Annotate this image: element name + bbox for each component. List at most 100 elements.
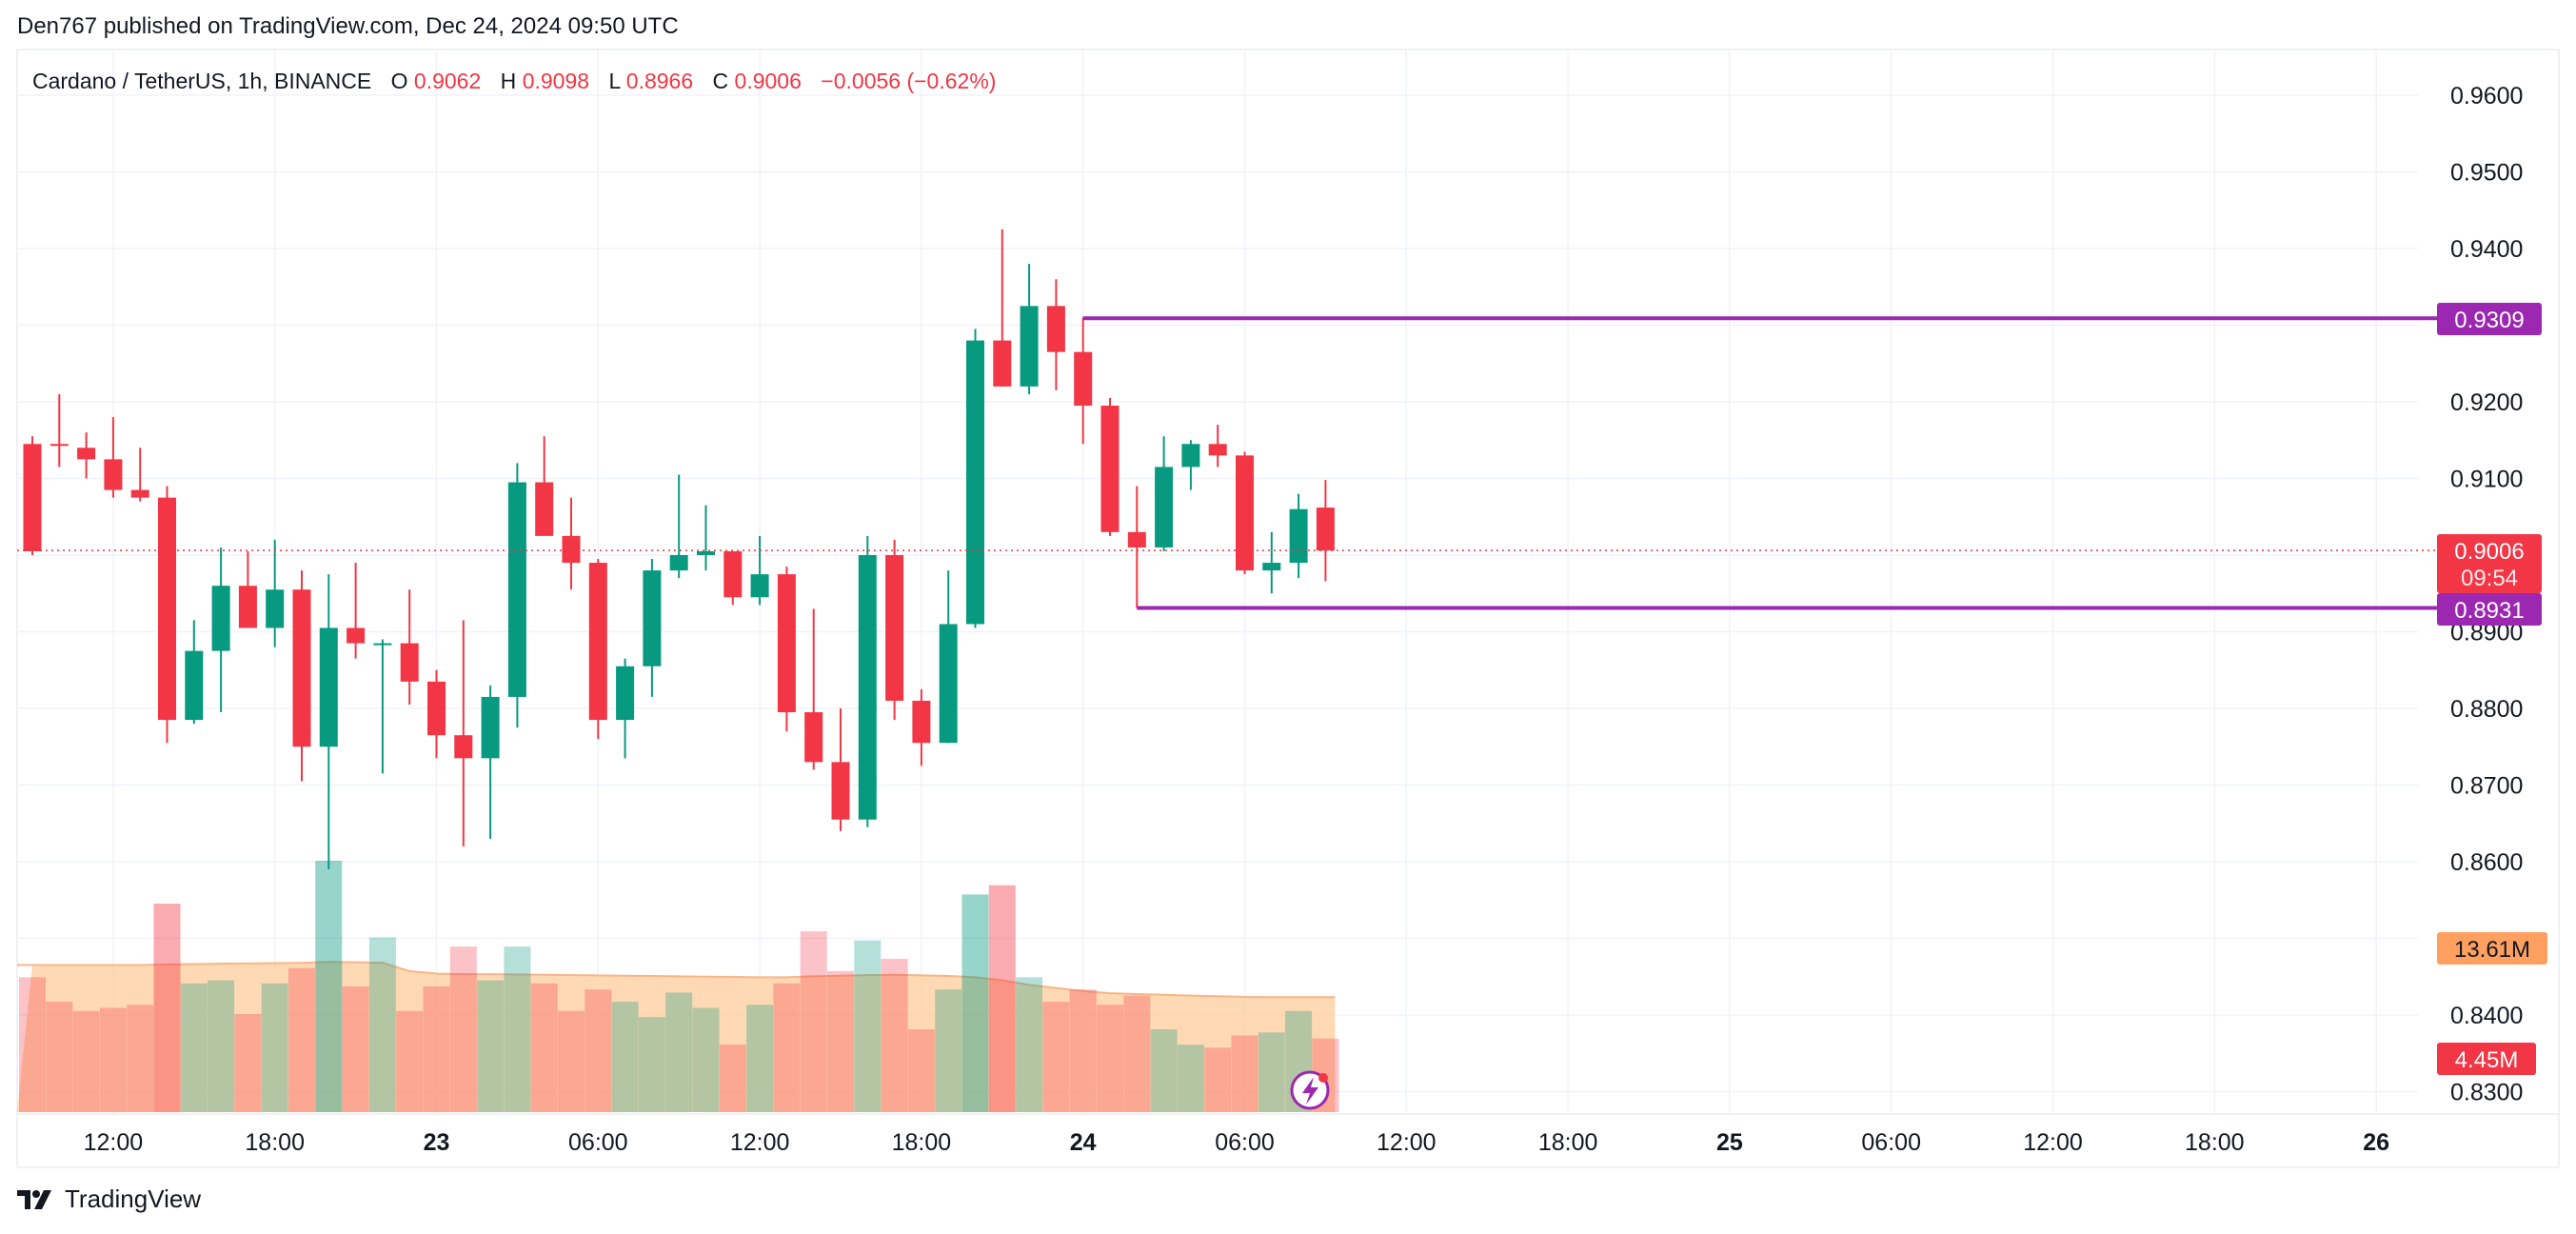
candle[interactable] bbox=[885, 539, 904, 721]
y-tick-label: 0.9400 bbox=[2450, 236, 2523, 263]
candle[interactable] bbox=[804, 608, 823, 770]
x-tick-label: 18:00 bbox=[1538, 1129, 1598, 1156]
candle[interactable] bbox=[266, 539, 285, 647]
candle-body bbox=[1020, 306, 1039, 387]
volume-bar bbox=[396, 1010, 424, 1112]
candle[interactable] bbox=[238, 550, 257, 628]
volume-bar bbox=[1069, 989, 1097, 1112]
candle-body bbox=[939, 624, 958, 744]
candle[interactable] bbox=[347, 563, 366, 659]
volume-bar bbox=[1123, 995, 1151, 1112]
volume-bar bbox=[315, 861, 343, 1112]
candle[interactable] bbox=[427, 669, 446, 759]
candle-body bbox=[1208, 444, 1227, 456]
candle-body bbox=[1236, 455, 1254, 571]
volume-ma-tag-bg bbox=[2437, 932, 2547, 965]
volume-bar bbox=[208, 980, 235, 1112]
volume-bar bbox=[423, 986, 450, 1112]
candle[interactable] bbox=[481, 685, 500, 839]
candle[interactable] bbox=[966, 328, 984, 628]
candle[interactable] bbox=[750, 535, 769, 606]
candle[interactable] bbox=[158, 486, 176, 744]
candle[interactable] bbox=[1155, 436, 1174, 551]
x-tick-label: 18:00 bbox=[245, 1129, 305, 1156]
candle[interactable] bbox=[373, 639, 392, 774]
price-axis[interactable]: 0.96000.95000.94000.92000.91000.89000.88… bbox=[2450, 83, 2523, 1106]
volume-bar bbox=[1042, 1002, 1070, 1112]
candle[interactable] bbox=[319, 574, 338, 870]
candle-body bbox=[454, 735, 473, 759]
candle[interactable] bbox=[1074, 317, 1093, 445]
candle[interactable] bbox=[1208, 425, 1227, 468]
volume-bar bbox=[988, 885, 1016, 1112]
candle[interactable] bbox=[1046, 279, 1065, 390]
candle[interactable] bbox=[1127, 486, 1146, 608]
candle[interactable] bbox=[669, 474, 688, 579]
candle[interactable] bbox=[104, 417, 123, 498]
chart-frame bbox=[16, 49, 2560, 1168]
candle[interactable] bbox=[858, 535, 877, 827]
volume-last-tag-bg bbox=[2437, 1043, 2536, 1075]
candle[interactable] bbox=[939, 570, 958, 744]
y-tick-label: 0.9100 bbox=[2450, 467, 2523, 493]
volume-pane bbox=[17, 861, 1339, 1112]
candle[interactable] bbox=[23, 436, 42, 555]
candle-body bbox=[1316, 508, 1335, 551]
candle-body bbox=[50, 444, 69, 447]
candle[interactable] bbox=[130, 448, 149, 502]
candle-body bbox=[669, 555, 688, 571]
volume-bar bbox=[504, 946, 531, 1112]
candle[interactable] bbox=[616, 658, 635, 759]
candle[interactable] bbox=[1316, 480, 1335, 582]
candle[interactable] bbox=[912, 688, 931, 766]
candle[interactable] bbox=[1100, 397, 1120, 536]
candle-body bbox=[23, 444, 42, 551]
lightning-icon[interactable] bbox=[1290, 1070, 1330, 1110]
candles[interactable] bbox=[23, 229, 1335, 870]
candle-body bbox=[104, 459, 123, 490]
horizontal-levels[interactable] bbox=[17, 316, 2437, 610]
volume-bar bbox=[180, 983, 208, 1112]
candle[interactable] bbox=[993, 229, 1012, 387]
y-tick-label: 0.8800 bbox=[2450, 696, 2523, 723]
volume-bar bbox=[368, 937, 396, 1112]
candle[interactable] bbox=[507, 463, 526, 728]
volume-bar bbox=[99, 1007, 127, 1112]
candle[interactable] bbox=[723, 550, 743, 606]
candle[interactable] bbox=[1181, 440, 1200, 490]
candle[interactable] bbox=[50, 393, 69, 468]
volume-bar bbox=[1150, 1029, 1178, 1112]
candle-body bbox=[1074, 351, 1093, 407]
support-tag: 0.8931 bbox=[2454, 598, 2524, 624]
volume-bar bbox=[558, 1010, 585, 1112]
candle-body bbox=[858, 555, 877, 820]
candle[interactable] bbox=[831, 708, 850, 831]
candle-body bbox=[1046, 306, 1065, 352]
candle[interactable] bbox=[1020, 264, 1039, 394]
y-tick-label: 0.8400 bbox=[2450, 1003, 2523, 1029]
candle-body bbox=[777, 574, 796, 713]
candle[interactable] bbox=[454, 620, 473, 846]
candle-body bbox=[723, 550, 743, 598]
candle[interactable] bbox=[777, 567, 796, 732]
candle[interactable] bbox=[292, 570, 311, 782]
candle[interactable] bbox=[588, 559, 607, 740]
candle[interactable] bbox=[1262, 531, 1281, 594]
brand[interactable]: TradingView bbox=[17, 1184, 201, 1214]
candle[interactable] bbox=[400, 589, 419, 705]
candle[interactable] bbox=[535, 436, 554, 536]
candle[interactable] bbox=[211, 547, 230, 713]
candle[interactable] bbox=[697, 505, 715, 571]
countdown-tag: 09:54 bbox=[2461, 566, 2518, 591]
time-axis[interactable]: 12:00 18:00 23 06:00 12:00 18:00 24 06:00 12:00 1… bbox=[17, 1113, 2559, 1156]
candle[interactable] bbox=[562, 497, 581, 590]
candle[interactable] bbox=[1236, 451, 1254, 575]
candle[interactable] bbox=[643, 559, 662, 697]
volume-bar bbox=[449, 946, 477, 1112]
volume-bar bbox=[261, 983, 288, 1112]
candle[interactable] bbox=[77, 432, 96, 479]
candle[interactable] bbox=[185, 620, 204, 725]
y-tick-label: 0.9500 bbox=[2450, 160, 2523, 187]
candle[interactable] bbox=[1289, 493, 1308, 579]
